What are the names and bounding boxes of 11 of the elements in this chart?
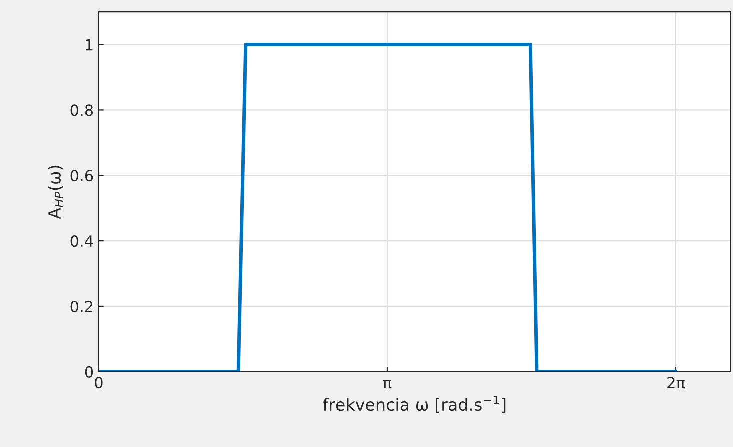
y-tick-label: 0.8 xyxy=(70,104,94,116)
y-tick-label: 0.4 xyxy=(70,236,94,248)
y-tick-label: 0.6 xyxy=(70,170,94,182)
x-tick-label: π xyxy=(383,380,392,389)
y-tick-label: 0.2 xyxy=(70,300,93,312)
x-axis-title: frekvencia ω [rad.s$^{−1}$] xyxy=(323,396,506,414)
y-tick-label: 1 xyxy=(86,39,93,51)
y-axis-title: A$_{HP}$(ω) xyxy=(48,166,64,220)
x-tick-label: 0 xyxy=(95,377,103,389)
x-tick-label: 2π xyxy=(668,377,686,389)
y-tick-label: 0 xyxy=(85,366,94,378)
